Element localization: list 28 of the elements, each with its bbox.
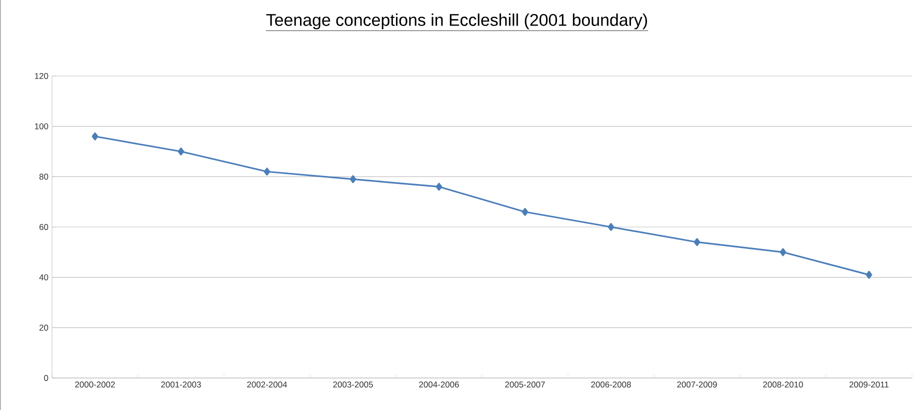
y-tick-label: 120 bbox=[34, 73, 48, 79]
point bbox=[694, 238, 700, 246]
x-tick-label: 2005-2007 bbox=[505, 382, 545, 388]
point bbox=[436, 182, 442, 191]
y-tick-label: 60 bbox=[40, 224, 48, 230]
y-tick-label: 0 bbox=[44, 375, 48, 381]
point bbox=[866, 270, 872, 279]
x-tick-label: 2007-2009 bbox=[677, 382, 717, 388]
x-tick-label: 2002-2004 bbox=[247, 382, 287, 388]
x-tick-label: 2006-2008 bbox=[591, 382, 631, 388]
point bbox=[350, 175, 356, 184]
point bbox=[264, 168, 270, 176]
point bbox=[780, 248, 786, 256]
x-tick-label: 2004-2006 bbox=[419, 382, 459, 388]
y-tick-label: 20 bbox=[39, 324, 48, 331]
point bbox=[608, 223, 614, 231]
point bbox=[522, 208, 528, 216]
y-tick-label: 100 bbox=[34, 123, 48, 130]
x-tick-label: 2008-2010 bbox=[763, 382, 803, 388]
chart-title: Teenage conceptions in Eccleshill (2001 boundary) bbox=[266, 14, 648, 30]
y-tick-label: 40 bbox=[39, 274, 48, 280]
point bbox=[92, 132, 98, 140]
x-tick-label: 2003-2005 bbox=[333, 382, 373, 388]
y-tick-label: 80 bbox=[39, 174, 48, 180]
point bbox=[178, 148, 184, 156]
x-tick-label: 2001-2003 bbox=[161, 382, 201, 388]
x-tick-label: 2009-2011 bbox=[849, 382, 889, 388]
x-tick-label: 2000-2002 bbox=[75, 382, 115, 388]
